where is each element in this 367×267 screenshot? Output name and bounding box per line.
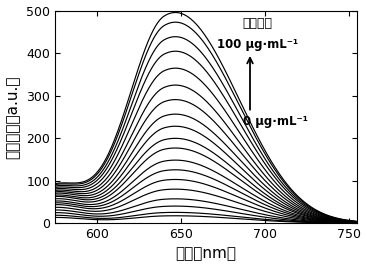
- Text: 胰蛋白酶: 胰蛋白酶: [243, 17, 273, 30]
- Y-axis label: 荧光强度（a.u.）: 荧光强度（a.u.）: [6, 75, 21, 159]
- Text: 0 μg·mL⁻¹: 0 μg·mL⁻¹: [243, 115, 308, 128]
- Text: 100 μg·mL⁻¹: 100 μg·mL⁻¹: [217, 38, 298, 51]
- X-axis label: 波长（nm）: 波长（nm）: [176, 246, 237, 261]
